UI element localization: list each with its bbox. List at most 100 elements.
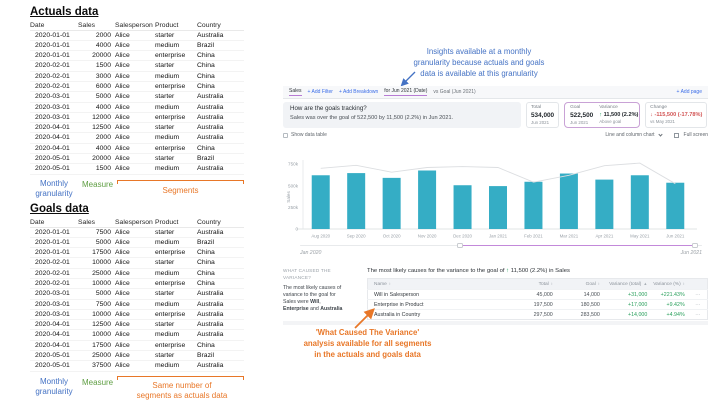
table-cell: Alice [112, 132, 155, 144]
table-cell: 10000 [74, 329, 112, 341]
table-row: 2020-02-01 3000 Alice medium China [30, 71, 244, 82]
add-breakdown-button[interactable]: + Add Breakdown [338, 89, 379, 95]
table-cell: 45,000 [501, 289, 559, 300]
variance-row[interactable]: Australia in Country 297,500 283,500 +14,00… [367, 309, 708, 320]
sort-icon[interactable]: ↕ [597, 281, 600, 286]
annotation-monthly-granularity: Insights available at a monthly granular… [413, 47, 545, 79]
table-cell: 5000 [74, 237, 112, 249]
column-header-menu [690, 278, 708, 290]
table-cell: 25000 [74, 350, 112, 362]
table-cell: enterprise [155, 340, 197, 352]
annotation-arrow-orange-icon [354, 308, 375, 329]
add-filter-button[interactable]: + Add Filter [307, 89, 333, 95]
variance-row[interactable]: Will in Salesperson 45,000 14,000 +31,000 +2… [367, 289, 708, 300]
table-row: 2020-02-01 25000 Alice medium China [30, 268, 244, 279]
variance-row[interactable]: Enterprise in Product 197,500 180,500 +17,0… [367, 299, 708, 310]
table-row: 2020-03-01 10000 Alice enterprise Australia [30, 309, 244, 321]
table-cell: Alice [112, 143, 155, 155]
table-cell: 2020-03-01 [30, 299, 74, 310]
table-cell: Alice [112, 112, 155, 124]
fullscreen-label[interactable]: Full screen [683, 132, 708, 138]
metric-tab[interactable]: Sales [289, 88, 302, 96]
table-cell: Alice [112, 350, 155, 362]
goals-segments-note: Same number of segments as actuals data [136, 381, 228, 400]
table-cell: +221.43% [653, 289, 691, 300]
table-cell: 12500 [74, 122, 112, 134]
table-cell: Australia [197, 30, 244, 41]
column-header[interactable]: Name ↕ [367, 278, 502, 290]
kpi-total-label: Total [531, 105, 542, 110]
x-tick-label: Aug 2020 [311, 234, 330, 239]
table-cell: Alice [112, 163, 155, 175]
table-cell: 5000 [74, 288, 112, 300]
column-header[interactable]: Variance (%) ↕ [653, 278, 691, 290]
table-cell: 20000 [74, 153, 112, 165]
table-cell: medium [155, 40, 197, 52]
sort-icon[interactable]: ↕ [388, 281, 391, 286]
table-cell: China [197, 340, 244, 352]
table-row: 2020-05-01 20000 Alice starter Brazil [30, 153, 244, 165]
table-cell: medium [155, 132, 197, 144]
x-tick-label: Mar 2021 [560, 234, 579, 239]
sort-icon[interactable]: ↕ [682, 281, 685, 286]
x-tick-label: Feb 2021 [524, 234, 543, 239]
more-options-icon[interactable]: ··· [690, 309, 708, 320]
table-cell: Alice [112, 50, 155, 62]
table-cell: Australia [197, 227, 244, 238]
fullscreen-icon[interactable] [673, 132, 679, 138]
column-header: Product [155, 21, 197, 31]
kpi-total-value: 534,000 [531, 111, 555, 119]
table-cell: 4000 [74, 40, 112, 52]
sort-icon[interactable]: ↕ [550, 281, 553, 286]
table-cell: China [197, 257, 244, 269]
comparison-chip[interactable]: vs Goal (Jun 2021) [433, 89, 476, 95]
more-options-icon[interactable]: ··· [690, 289, 708, 300]
sort-icon[interactable]: ▲ [643, 281, 648, 286]
slider-handle-right[interactable] [692, 243, 698, 249]
table-cell: Alice [112, 257, 155, 269]
table-cell: 283,500 [558, 309, 606, 320]
table-cell: 2020-01-01 [30, 237, 74, 249]
table-cell: 2020-02-01 [30, 71, 74, 82]
show-data-table-control[interactable]: Show data table [283, 132, 327, 138]
show-data-table-checkbox[interactable] [283, 132, 288, 138]
table-cell: 2020-05-01 [30, 163, 74, 175]
chart-type-select[interactable]: Line and column chart [605, 132, 655, 138]
table-cell: 2020-01-01 [30, 50, 74, 62]
table-row: 2020-02-01 10000 Alice enterprise China [30, 278, 244, 290]
table-cell: medium [155, 102, 197, 113]
table-row: 2020-01-01 4000 Alice medium Brazil [30, 40, 244, 52]
table-cell: 7500 [74, 299, 112, 310]
table-cell: 7500 [74, 227, 112, 238]
column-header[interactable]: Total ↕ [501, 278, 559, 290]
table-cell: 37500 [74, 360, 112, 372]
table-row: 2020-03-01 5000 Alice starter Australia [30, 91, 244, 103]
column-header: Salesperson [112, 218, 155, 228]
variance-table: Name ↕ Total ↕ Goal ↕ Variance (total) ▲ Varianc… [367, 278, 708, 320]
actuals-measure-note: Measure [82, 180, 114, 189]
table-cell: medium [155, 360, 197, 372]
column-header[interactable]: Goal ↕ [558, 278, 606, 290]
annotation-variance-analysis: 'What Caused The Variance' analysis avai… [303, 328, 432, 359]
sales-goal-chart: 0 250k 500k 750k Sales Aug 2020 Sep 2020 Oct 20… [286, 160, 697, 239]
date-scope-chip[interactable]: for Jun 2021 (Date) [384, 88, 428, 96]
kpi-variance-value: ↑ 11,500 (2.2%) [599, 111, 639, 118]
slider-selected-range[interactable] [460, 244, 694, 247]
time-range-slider[interactable] [300, 242, 702, 249]
table-cell: China [197, 50, 244, 62]
question-title: How are the goals tracking? [290, 105, 367, 112]
table-cell: Alice [112, 329, 155, 341]
chevron-down-icon[interactable] [657, 131, 663, 137]
goals-segments-bracket [117, 376, 244, 380]
column-header[interactable]: Variance (total) ▲ [605, 278, 654, 290]
table-cell: +9.42% [653, 299, 691, 310]
add-page-button[interactable]: + Add page [676, 89, 702, 95]
table-cell: Alice [112, 30, 155, 41]
column-header: Country [197, 218, 244, 228]
slider-handle-left[interactable] [457, 243, 463, 249]
more-options-icon[interactable]: ··· [690, 299, 708, 310]
table-cell: Alice [112, 247, 155, 259]
actuals-segments-bracket [117, 180, 244, 184]
table-cell: Enterprise in Product [367, 299, 502, 310]
table-cell: +17,000 [605, 299, 654, 310]
